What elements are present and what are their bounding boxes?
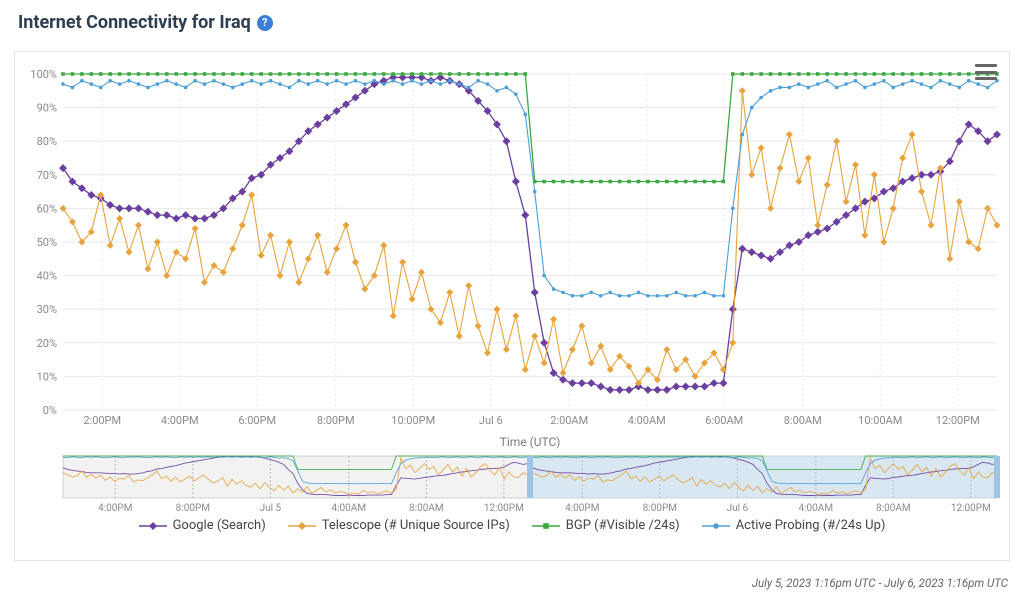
legend-item-google[interactable]: Google (Search) — [139, 518, 266, 533]
main-chart: 0% 10% 20% 30% 40% 50% 60% 70% 80% 90% 100% 2:00PM 4… — [15, 52, 1011, 452]
svg-text:8:00AM: 8:00AM — [876, 503, 911, 514]
series-active — [63, 81, 997, 296]
page-title-text: Internet Connectivity for Iraq — [18, 12, 251, 33]
svg-text:8:00AM: 8:00AM — [784, 414, 822, 427]
svg-text:4:00AM: 4:00AM — [332, 503, 367, 514]
chart-card: 0% 10% 20% 30% 40% 50% 60% 70% 80% 90% 100% 2:00PM 4… — [14, 51, 1010, 561]
legend-label-active: Active Probing (#/24s Up) — [736, 518, 886, 533]
svg-text:4:00PM: 4:00PM — [98, 503, 132, 514]
legend-item-active[interactable]: Active Probing (#/24s Up) — [702, 518, 886, 533]
legend-label-bgp: BGP (#Visible /24s) — [566, 518, 680, 533]
timestamp-range: July 5, 2023 1:16pm UTC - July 6, 2023 1… — [752, 576, 1008, 590]
svg-text:20%: 20% — [37, 337, 57, 350]
svg-text:2:00PM: 2:00PM — [83, 414, 121, 427]
brush-handle-right[interactable] — [994, 456, 1000, 498]
svg-text:8:00PM: 8:00PM — [176, 503, 210, 514]
legend-label-telescope: Telescope (# Unique Source IPs) — [322, 518, 510, 533]
svg-text:90%: 90% — [37, 102, 57, 115]
overview-chart[interactable]: 4:00PM 8:00PM Jul 5 4:00AM 8:00AM 12:00PM 4:00… — [15, 452, 1011, 514]
legend-item-bgp[interactable]: BGP (#Visible /24s) — [532, 518, 680, 533]
svg-text:Jul 6: Jul 6 — [479, 414, 503, 427]
legend-swatch-active — [702, 519, 730, 533]
svg-text:70%: 70% — [37, 169, 57, 182]
svg-text:4:00AM: 4:00AM — [628, 414, 666, 427]
svg-text:0%: 0% — [43, 404, 57, 417]
svg-text:60%: 60% — [37, 202, 57, 215]
svg-text:30%: 30% — [37, 303, 57, 316]
svg-text:12:00PM: 12:00PM — [951, 503, 991, 514]
chart-menu-icon[interactable] — [975, 64, 997, 80]
svg-text:8:00PM: 8:00PM — [643, 503, 677, 514]
legend-swatch-google — [139, 519, 167, 533]
help-icon[interactable]: ? — [257, 15, 273, 31]
svg-text:50%: 50% — [37, 236, 57, 249]
brush-handle-left[interactable] — [527, 456, 533, 498]
svg-text:10%: 10% — [37, 370, 57, 383]
svg-text:4:00AM: 4:00AM — [799, 503, 834, 514]
svg-text:80%: 80% — [37, 135, 57, 148]
svg-text:Jul 5: Jul 5 — [260, 503, 282, 514]
svg-text:6:00PM: 6:00PM — [238, 414, 276, 427]
svg-text:Jul 6: Jul 6 — [727, 503, 749, 514]
legend-swatch-telescope — [288, 519, 316, 533]
svg-text:4:00PM: 4:00PM — [565, 503, 599, 514]
svg-text:6:00AM: 6:00AM — [705, 414, 743, 427]
svg-text:4:00PM: 4:00PM — [161, 414, 199, 427]
svg-text:12:00PM: 12:00PM — [936, 414, 980, 427]
svg-text:8:00AM: 8:00AM — [409, 503, 444, 514]
legend-swatch-bgp — [532, 519, 560, 533]
chart-legend: Google (Search) Telescope (# Unique Sourc… — [15, 514, 1009, 535]
svg-text:Time (UTC): Time (UTC) — [500, 435, 561, 449]
svg-text:100%: 100% — [30, 68, 57, 81]
svg-text:40%: 40% — [37, 270, 57, 283]
svg-text:8:00PM: 8:00PM — [317, 414, 355, 427]
legend-label-google: Google (Search) — [173, 518, 266, 533]
page-title: Internet Connectivity for Iraq ? — [0, 0, 1024, 41]
svg-text:12:00PM: 12:00PM — [484, 503, 524, 514]
legend-item-telescope[interactable]: Telescope (# Unique Source IPs) — [288, 518, 510, 533]
svg-text:10:00AM: 10:00AM — [858, 414, 902, 427]
svg-text:2:00AM: 2:00AM — [550, 414, 588, 427]
svg-text:10:00PM: 10:00PM — [391, 414, 435, 427]
